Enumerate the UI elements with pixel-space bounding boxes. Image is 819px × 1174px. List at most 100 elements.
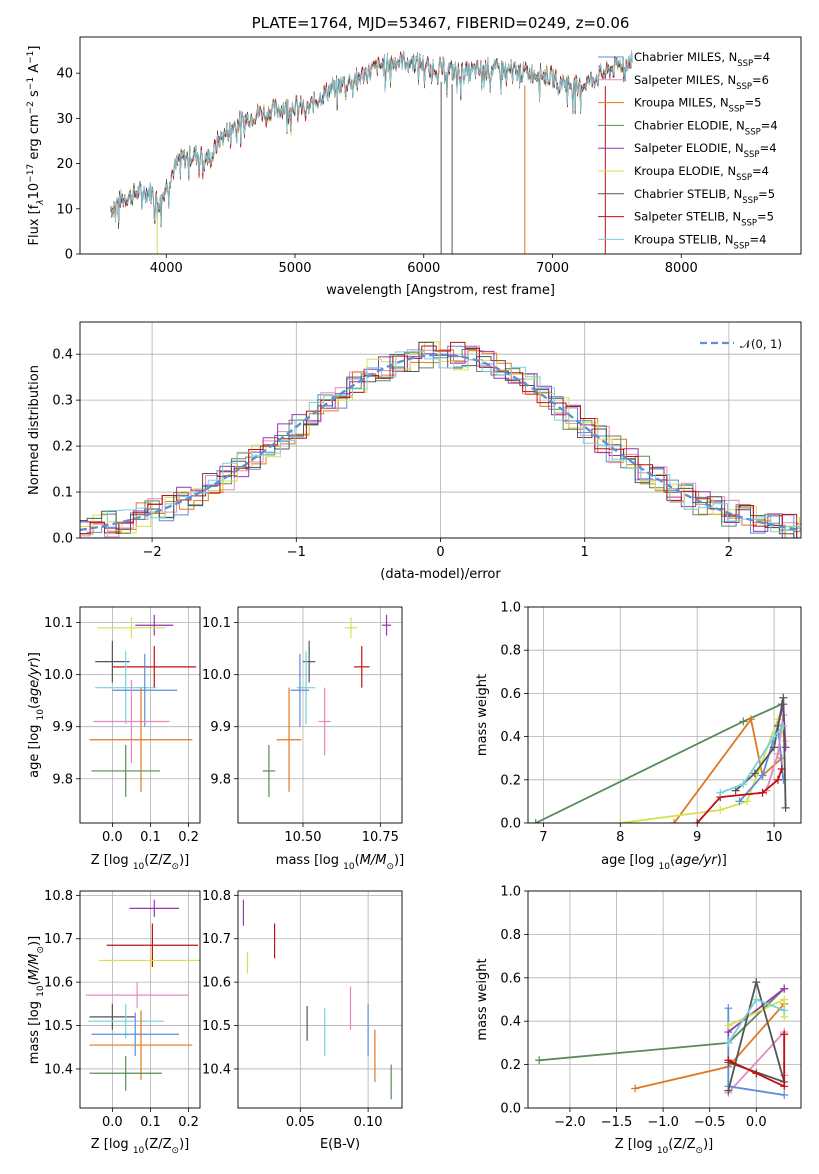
weight-point-marker	[631, 1084, 640, 1093]
mass-z-xlabel-part: Z [log	[91, 1137, 133, 1152]
legend-label-part: Salpeter MILES, N	[634, 73, 736, 87]
mass-z-ylabel-part: (	[27, 980, 42, 985]
x-tick-label: 0.2	[178, 830, 199, 845]
residuals-ylabel: Normed distribution	[27, 365, 42, 495]
error-bar-point	[99, 949, 200, 972]
x-tick-label: 10.50	[284, 830, 321, 845]
spectrum-xlabel: wavelength [Angstrom, rest frame]	[326, 283, 555, 298]
mass_z-axes: 0.0 0.1 0.2 10.4 10.5 10.6 10.7 10.8	[44, 889, 200, 1130]
legend-label-part: SSP	[729, 105, 745, 115]
weight-point-marker	[724, 1056, 733, 1065]
mass-z-xlabel-part: (Z/Z	[144, 1137, 171, 1152]
age-mass-xlabel-part: ⊙	[386, 862, 394, 872]
legend-label-part: =4	[761, 118, 778, 132]
y-tick-label: 0.4	[52, 348, 73, 363]
residuals-axes: −2 −1 0 1 2 0.0 0.1 0.2 0.3 0.4	[52, 322, 801, 560]
spectrum-ylabel-part: Flux [f	[27, 204, 42, 245]
spectrum-ylabel-part: A	[27, 64, 42, 77]
weight-point-marker	[670, 819, 679, 823]
legend-label-part: Kroupa STELIB, N	[634, 232, 734, 246]
error-bar-point	[85, 982, 189, 1009]
y-tick-label: 10.6	[202, 976, 231, 991]
x-tick-label: 4000	[150, 261, 183, 276]
weight-point-marker	[743, 797, 752, 806]
legend-label: Kroupa MILES, NSSP=5	[634, 96, 761, 115]
weight-point-marker	[752, 1069, 761, 1078]
y-tick-label: 0.1	[52, 486, 73, 501]
age-z-xlabel-part: (Z/Z	[144, 853, 171, 868]
legend-label-part: SSP	[744, 150, 760, 160]
legend-label-part: =4	[753, 50, 770, 64]
age-z-xlabel-part: Z [log	[91, 853, 133, 868]
mass-z-xlabel: Z [log 10(Z/Z⊙)]	[91, 1137, 189, 1156]
error-bar-point	[302, 640, 316, 683]
spectrum-ylabel-part: −17	[26, 164, 36, 183]
weight-series-line	[719, 725, 784, 794]
legend-label-part: SSP	[742, 196, 758, 206]
spectrum-ylabel-part: −1	[26, 51, 36, 64]
residuals-frame	[79, 321, 802, 539]
error-bar-point	[95, 651, 157, 725]
legend-label: Kroupa STELIB, NSSP=4	[634, 232, 766, 251]
spectrum-ylabel-part: ]	[27, 46, 42, 51]
weight-point-marker	[781, 803, 790, 812]
weight-point-marker	[779, 721, 788, 730]
y-tick-label: 30	[56, 112, 73, 127]
weight-point-marker	[616, 819, 625, 823]
mass-z-ylabel-part: M/M	[27, 954, 42, 981]
mass-z-xlabel-part: 10	[133, 1146, 145, 1156]
age-z-ylabel-part: age/yr	[27, 661, 42, 704]
y-tick-label: 10	[56, 202, 73, 217]
error-bar-point	[344, 617, 358, 639]
spectrum-ylabel-part: s	[27, 90, 42, 101]
age-mass-xlabel-part: (	[355, 853, 360, 868]
weight-point-marker	[770, 743, 779, 752]
weight-point-marker	[750, 769, 759, 778]
weight-point-marker	[724, 1021, 733, 1030]
legend-label-part: =4	[749, 232, 766, 246]
y-tick-label: 0	[65, 248, 73, 263]
error-bar-point	[91, 744, 160, 797]
age-z-ylabel-part: (	[27, 704, 42, 709]
y-tick-label: 10.5	[202, 1019, 231, 1034]
error-bar-point	[135, 614, 174, 636]
mass-z-ylabel-part: 10	[36, 985, 46, 997]
weight-point-marker	[780, 995, 789, 1004]
error-bar-point	[89, 687, 193, 792]
weight-point-marker	[779, 693, 788, 702]
y-tick-label: 20	[56, 157, 73, 172]
legend-label-part: SSP	[737, 59, 753, 69]
age_mass-points	[262, 614, 392, 797]
legend-label-part: Chabrier MILES, N	[634, 50, 737, 64]
weights_age-lines	[531, 693, 790, 823]
y-tick-label: 10.0	[202, 668, 231, 683]
weight-point-marker	[773, 749, 782, 758]
weights-z-xlabel-part: )]	[703, 1137, 713, 1152]
x-tick-label: −1.0	[647, 1115, 679, 1130]
weights-z-xlabel-part: Z [log	[615, 1137, 657, 1152]
spectrum-lines	[110, 50, 633, 254]
weights-age-xlabel-part: age [log	[601, 853, 658, 868]
error-bar-point	[354, 646, 370, 688]
x-tick-label: 7000	[536, 261, 569, 276]
mass-z-ylabel: mass [log 10(M/M⊙)]	[27, 936, 46, 1064]
y-tick-label: 10.4	[202, 1062, 231, 1077]
normal-curve	[80, 353, 801, 532]
y-tick-label: 1.0	[500, 601, 521, 616]
weight-series-line	[673, 717, 783, 823]
y-tick-label: 0.8	[500, 928, 521, 943]
age_mass-frame	[237, 606, 403, 824]
age-z-ylabel-part: 10	[36, 709, 46, 721]
y-tick-label: 0.6	[500, 687, 521, 702]
y-tick-label: 0.4	[500, 1015, 521, 1030]
x-tick-label: −2.0	[554, 1115, 586, 1130]
weight-point-marker	[752, 978, 761, 987]
weight-point-marker	[770, 732, 779, 741]
spectrum-ylabel-part: λ	[36, 199, 46, 205]
error-bar-point	[89, 1003, 136, 1030]
x-tick-label: 1	[581, 545, 589, 560]
legend-label-part: =6	[752, 73, 769, 87]
weights_age-frame	[527, 606, 802, 824]
weight-point-marker	[739, 717, 748, 726]
y-tick-label: 0.2	[500, 773, 521, 788]
